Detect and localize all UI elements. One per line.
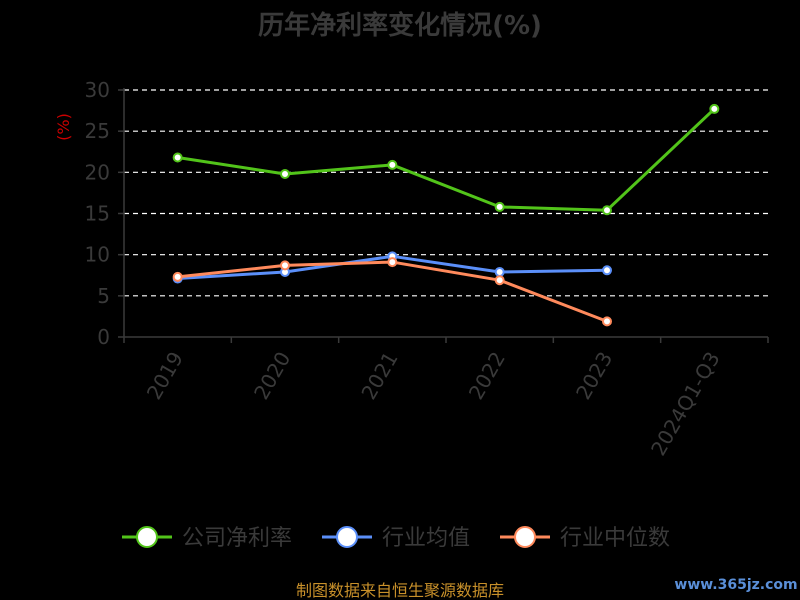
legend: 公司净利率 行业均值 行业中位数 (122, 526, 670, 551)
legend-swatch-marker (336, 526, 358, 548)
data-point (387, 159, 398, 170)
series-layer (172, 103, 720, 327)
y-tick-label: 10 (85, 243, 110, 267)
y-tick-label: 0 (97, 325, 110, 349)
chart-title: 历年净利率变化情况(%) (258, 10, 542, 41)
series-2 (172, 257, 612, 327)
y-tick-label: 20 (85, 160, 110, 184)
data-point (172, 271, 183, 282)
legend-swatch-marker (514, 526, 536, 548)
data-point (387, 257, 398, 268)
x-tick-label: 2023 (571, 348, 617, 404)
y-tick-label: 25 (85, 119, 110, 143)
data-point (494, 201, 505, 212)
legend-label: 公司净利率 (182, 526, 292, 551)
data-point (709, 103, 720, 114)
data-source-note: 制图数据来自恒生聚源数据库 (296, 581, 504, 600)
legend-label: 行业均值 (382, 526, 470, 551)
x-tick-label: 2021 (356, 348, 402, 404)
data-point (280, 168, 290, 179)
legend-item-2: 行业中位数 (500, 526, 670, 551)
y-axis-label: (%) (54, 113, 73, 141)
data-point (494, 266, 505, 277)
y-tick-label: 30 (85, 78, 110, 102)
watermark: www.365jz.com (674, 577, 797, 593)
x-tick-label: 2022 (464, 348, 510, 404)
data-point (280, 260, 290, 271)
series-1 (172, 251, 612, 284)
legend-swatch-marker (136, 526, 158, 548)
legend-label: 行业中位数 (560, 526, 670, 551)
y-tick-label: 15 (85, 202, 110, 226)
x-tick-label: 2024Q1-Q3 (646, 348, 725, 460)
data-point (172, 152, 183, 163)
legend-item-1: 行业均值 (322, 526, 470, 551)
x-tick-label: 2019 (142, 348, 188, 404)
data-point (602, 316, 612, 327)
y-tick-label: 5 (97, 284, 110, 308)
data-point (494, 275, 505, 286)
legend-item-0: 公司净利率 (122, 526, 292, 551)
series-0 (172, 103, 720, 216)
data-point (602, 205, 612, 216)
data-point (602, 265, 612, 276)
x-tick-label: 2020 (249, 348, 295, 404)
series-line (177, 107, 716, 212)
